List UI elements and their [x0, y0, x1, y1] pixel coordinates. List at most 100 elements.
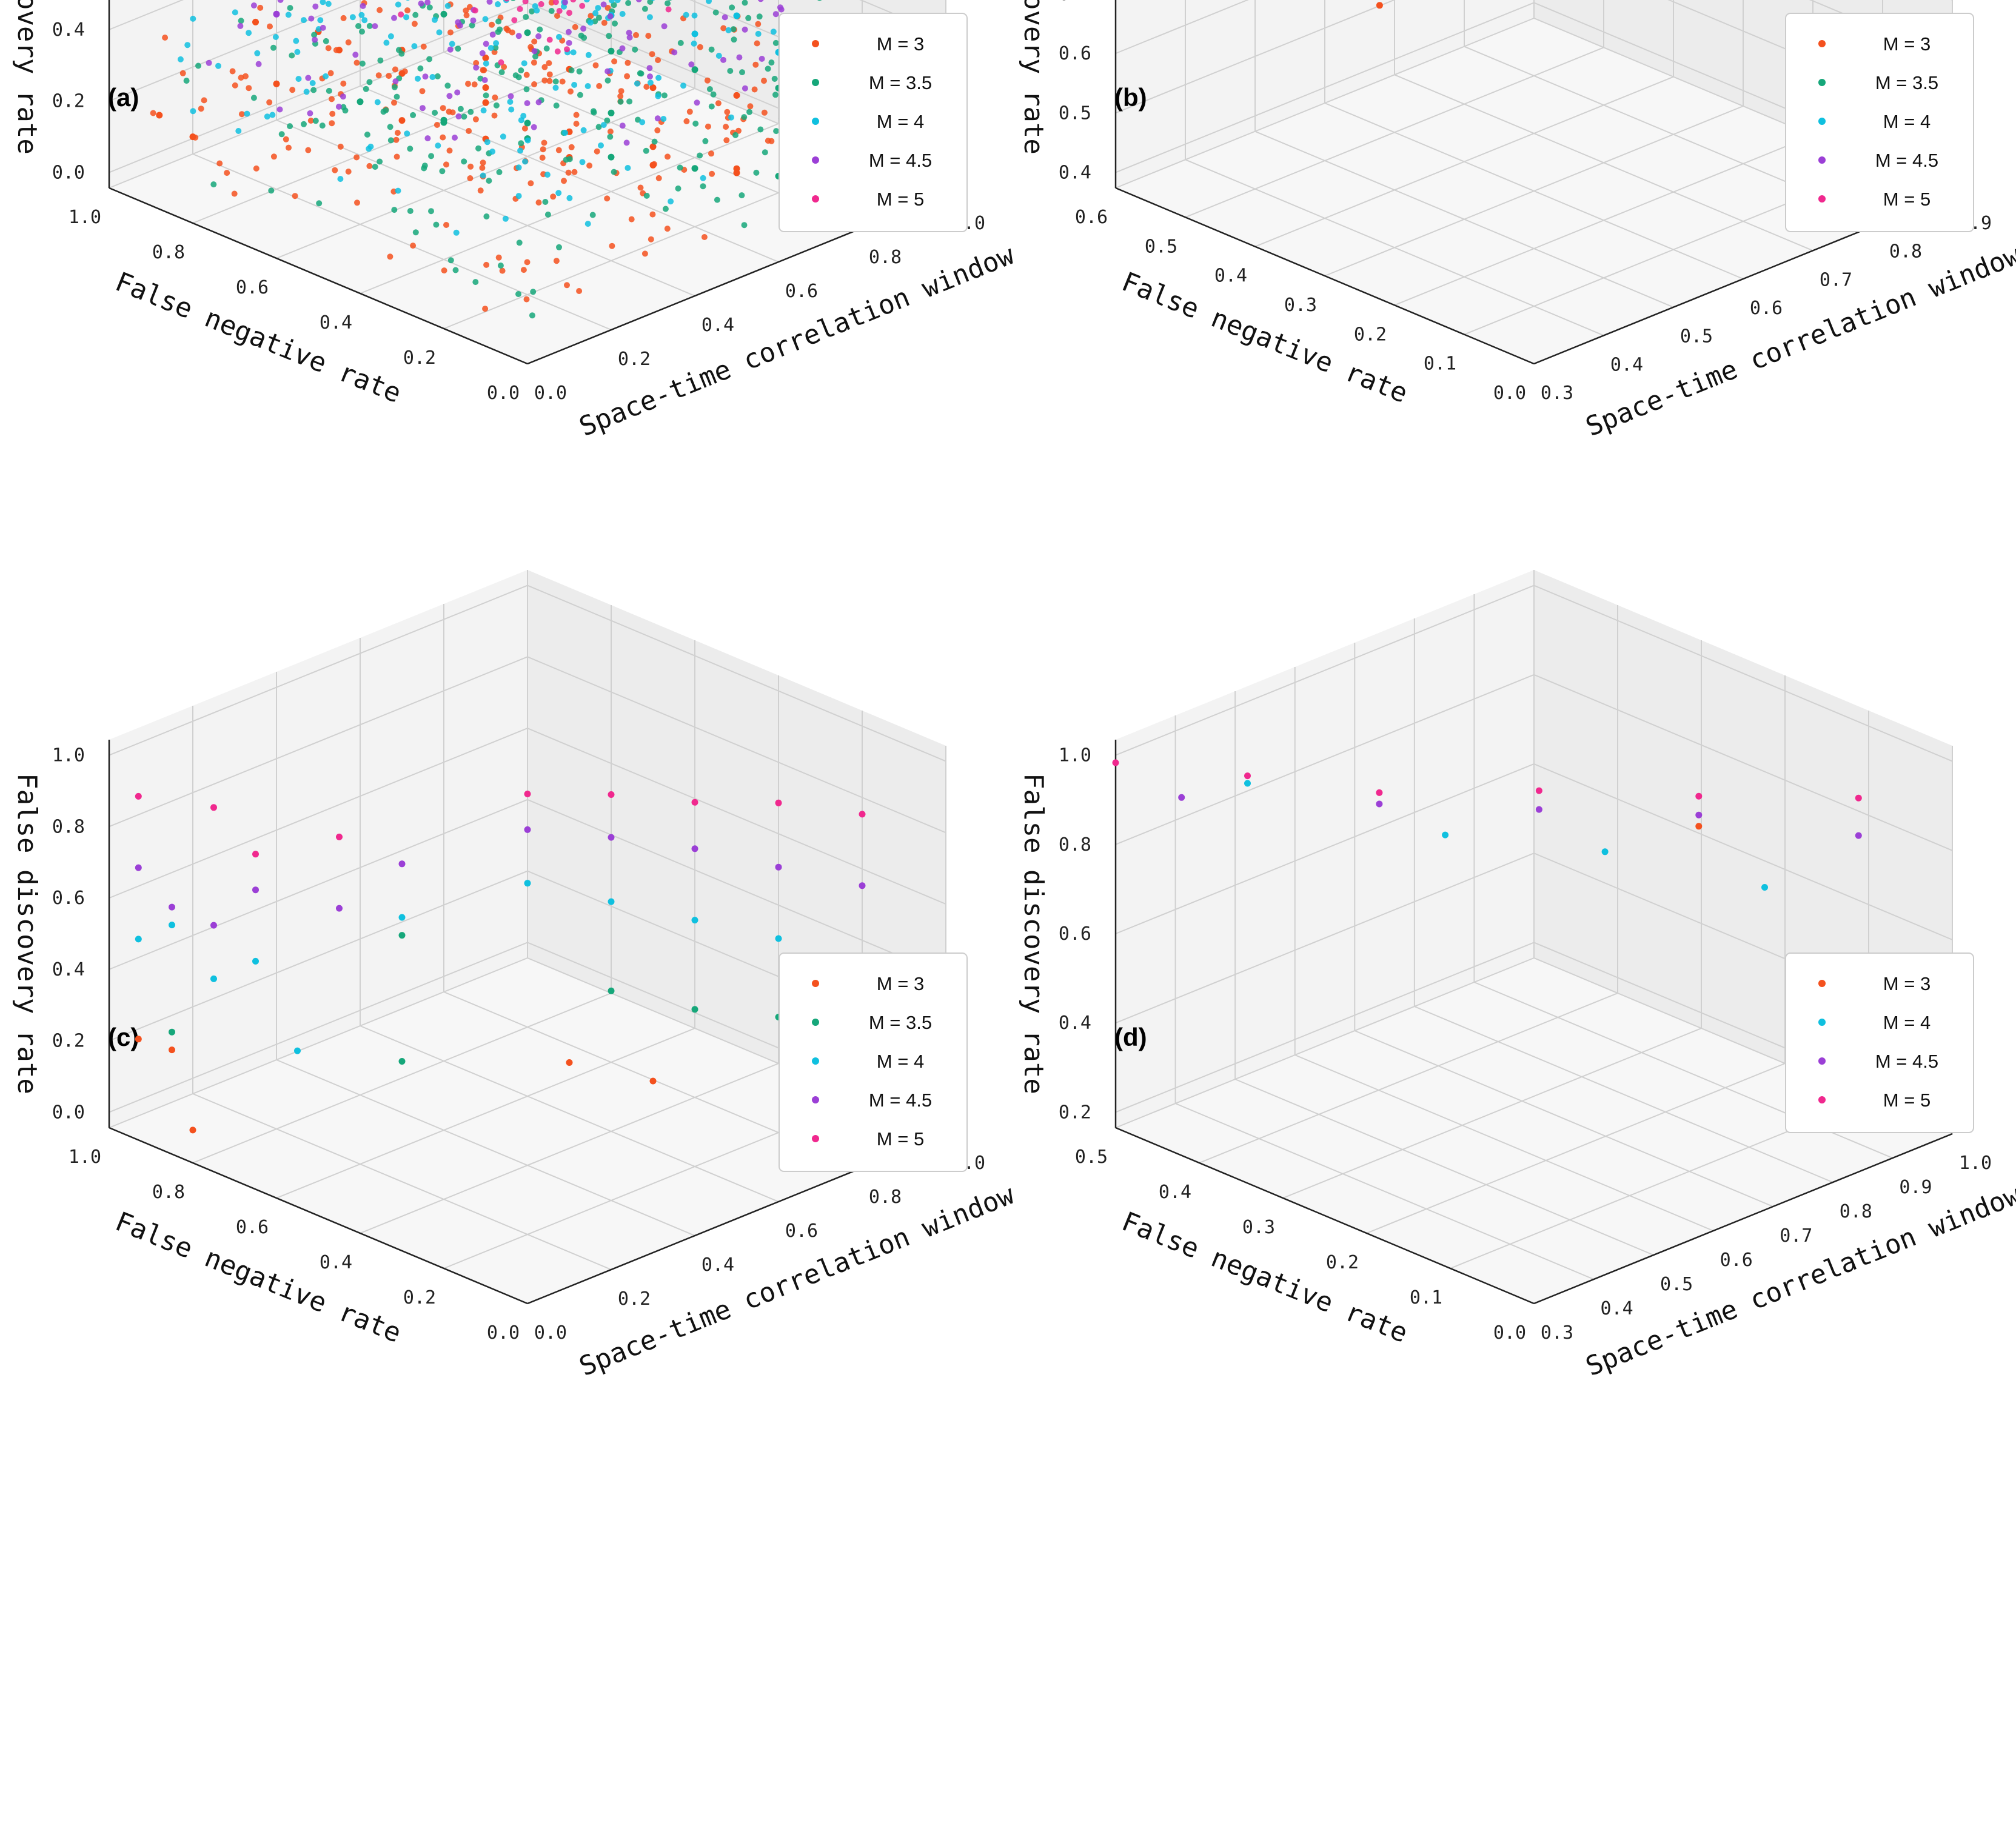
data-point: [604, 68, 611, 75]
data-point: [516, 239, 523, 246]
data-point: [307, 110, 313, 116]
data-point: [156, 112, 163, 119]
legend-entry: M = 3.5: [869, 72, 932, 93]
data-point: [768, 59, 775, 66]
legend: M = 3 M = 3.5 M = 4 M = 4.5 M = 5: [779, 13, 968, 232]
data-point: [266, 99, 273, 105]
data-point: [374, 99, 381, 105]
data-point: [418, 0, 424, 7]
data-point: [635, 0, 642, 2]
data-point: [358, 12, 365, 18]
data-point: [529, 312, 535, 319]
data-point: [531, 81, 538, 87]
data-point: [647, 79, 654, 86]
legend-marker: [1818, 1019, 1826, 1026]
data-point: [632, 46, 638, 53]
data-point: [401, 68, 408, 75]
data-point: [607, 133, 614, 140]
legend-marker: [812, 40, 819, 47]
data-point: [609, 243, 615, 249]
data-point: [665, 6, 672, 13]
gridline-y: [192, 706, 612, 1270]
data-point: [604, 5, 611, 11]
z-tick-label: 0.6: [1059, 43, 1091, 64]
data-point: [366, 22, 373, 29]
data-point: [562, 130, 569, 136]
data-point: [708, 46, 715, 53]
data-point: [354, 199, 360, 206]
data-point: [692, 120, 699, 127]
data-point: [183, 78, 190, 84]
data-point: [435, 142, 441, 149]
data-point: [215, 62, 221, 69]
gridline-z: [1115, 584, 1953, 762]
legend: M = 3 M = 3.5 M = 4 M = 4.5 M = 5: [779, 952, 968, 1172]
data-point: [489, 32, 496, 38]
y-tick-label: 0.9: [1899, 1177, 1932, 1198]
data-point: [608, 791, 615, 798]
data-point: [720, 25, 727, 32]
data-point: [683, 12, 689, 18]
x-tick-label: 0.0: [487, 383, 520, 404]
data-point: [563, 156, 569, 163]
data-point: [524, 826, 531, 833]
data-point: [641, 5, 648, 12]
data-point: [232, 9, 238, 16]
y-tick-label: 0.6: [1720, 1250, 1753, 1271]
data-point: [360, 2, 366, 9]
data-point: [465, 81, 471, 87]
legend-entry: M = 3: [877, 33, 924, 55]
z-tick-label: 0.0: [52, 162, 85, 183]
data-point: [1178, 794, 1185, 801]
data-point: [210, 922, 217, 929]
data-point: [754, 40, 760, 47]
data-point: [654, 127, 661, 133]
data-point: [643, 192, 650, 199]
data-point: [577, 92, 583, 98]
data-point: [294, 1047, 301, 1054]
gridline-z: [109, 584, 946, 762]
chart-panel-4: 0.0 0.1 0.2 0.3 0.4 0.5 0.3 0.4 0.5 0.6 0.7 0.8 0.9 1…: [1018, 570, 2016, 1382]
data-point: [654, 115, 661, 122]
legend-marker: [1818, 980, 1826, 987]
data-point: [411, 43, 418, 50]
data-point: [393, 136, 400, 143]
data-point: [691, 12, 698, 19]
data-point: [210, 804, 217, 811]
data-point: [307, 118, 314, 124]
data-point: [398, 117, 406, 124]
data-point: [649, 1077, 657, 1085]
data-point: [691, 30, 698, 38]
data-point: [420, 43, 427, 50]
data-point: [546, 60, 552, 67]
data-point: [677, 164, 683, 171]
data-point: [772, 39, 779, 46]
data-point: [434, 73, 441, 79]
data-point: [700, 183, 706, 190]
data-point: [566, 195, 573, 201]
legend-marker: [1818, 1096, 1826, 1103]
data-point: [493, 40, 500, 47]
data-point: [493, 102, 500, 109]
data-point: [398, 11, 404, 18]
data-point: [424, 135, 431, 142]
y-tick-label: 0.7: [1780, 1225, 1812, 1247]
data-point: [501, 64, 507, 70]
data-point: [391, 99, 397, 106]
data-point: [367, 143, 374, 150]
data-point: [715, 53, 722, 59]
data-point: [523, 296, 530, 303]
data-point: [668, 0, 672, 1]
data-point: [1535, 806, 1542, 813]
data-point: [523, 86, 530, 93]
z-tick-label: 0.6: [52, 888, 85, 909]
data-point: [461, 113, 467, 120]
data-point: [608, 834, 615, 841]
gridline-z: [109, 728, 946, 905]
data-point: [772, 92, 779, 98]
data-point: [643, 147, 649, 154]
data-point: [1376, 800, 1383, 808]
data-point: [179, 70, 186, 76]
data-point: [568, 67, 575, 73]
data-point: [570, 49, 577, 56]
